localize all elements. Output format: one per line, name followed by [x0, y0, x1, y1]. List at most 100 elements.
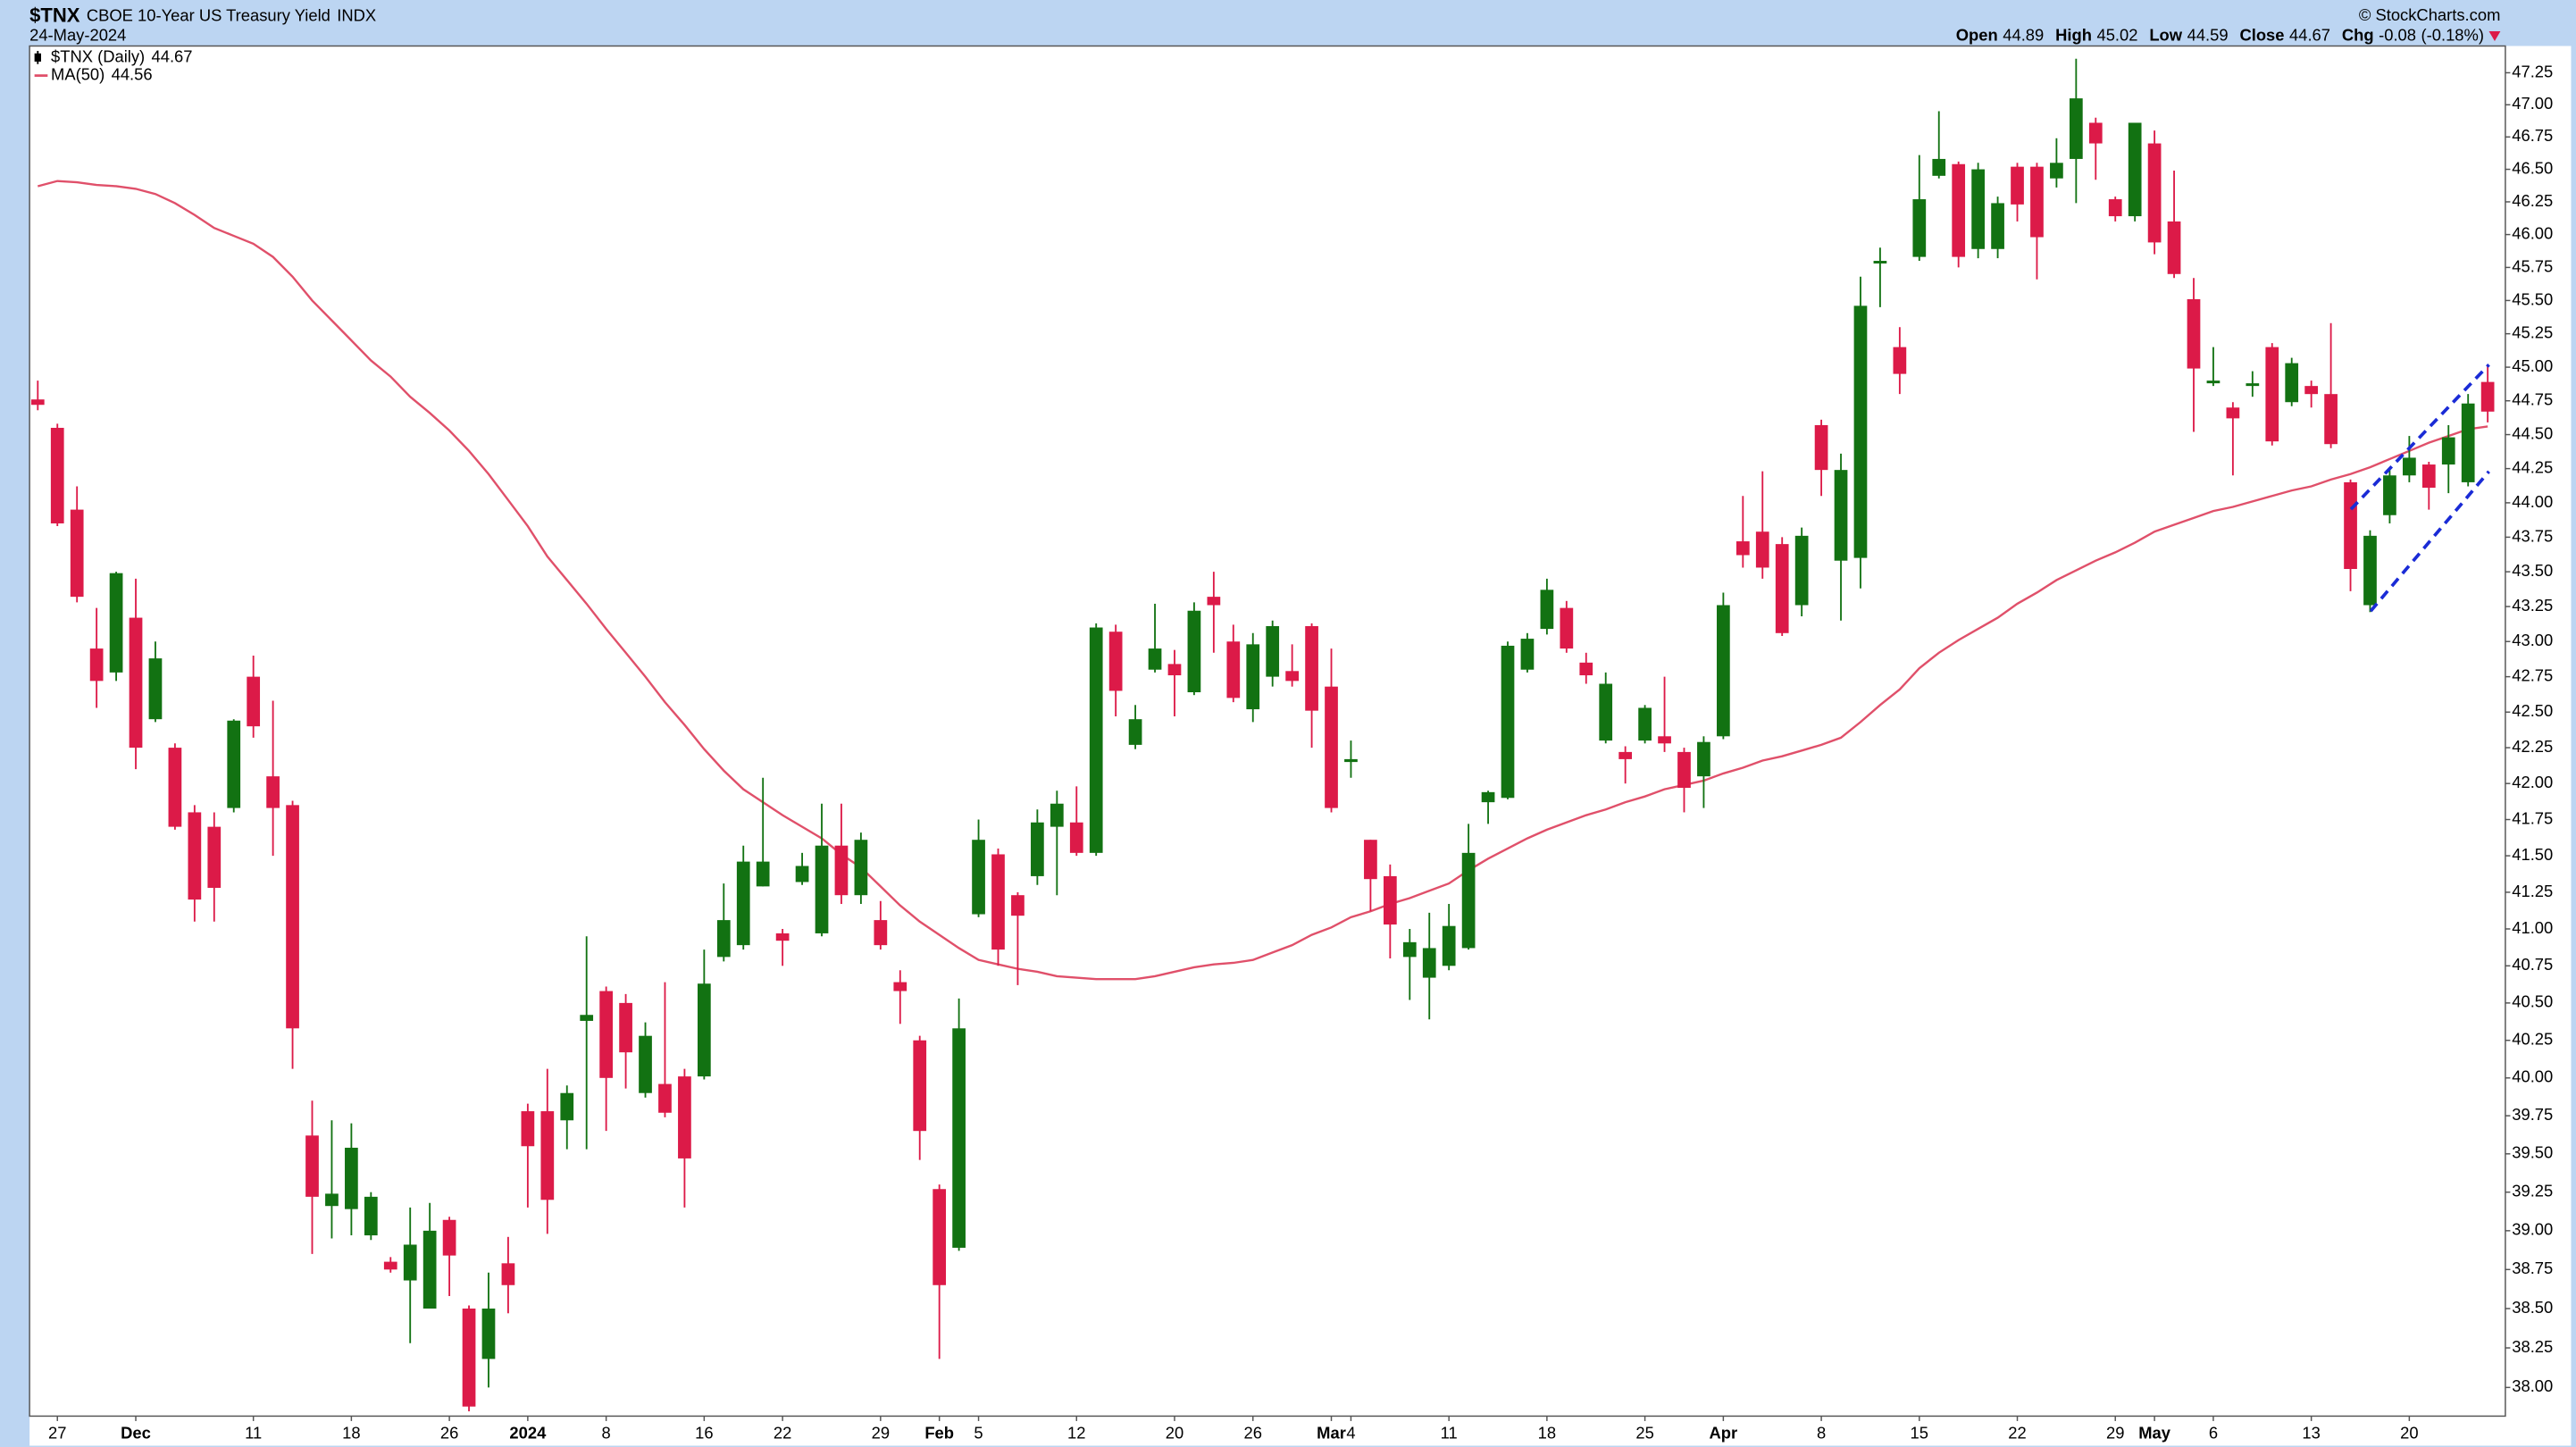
candle-body	[403, 1244, 417, 1281]
candle-body	[1755, 531, 1769, 568]
candle-body	[1697, 741, 1710, 777]
candle-body	[1735, 541, 1750, 556]
security-name: CBOE 10-Year US Treasury Yield	[87, 5, 330, 24]
x-tick-label: 2024	[509, 1424, 547, 1443]
candle-body	[1461, 852, 1476, 949]
y-tick-label: 44.00	[2512, 492, 2553, 511]
y-tick-label: 45.00	[2512, 356, 2553, 375]
x-tick-label: 27	[48, 1424, 66, 1443]
candle-body	[1912, 199, 1927, 257]
header-title: $TNX CBOE 10-Year US Treasury Yield INDX	[29, 4, 376, 26]
candle-body	[1207, 597, 1221, 606]
candle-body	[716, 920, 731, 958]
x-tick-label: Apr	[1710, 1424, 1738, 1443]
y-tick-label: 39.50	[2512, 1143, 2553, 1162]
candle-body	[1246, 644, 1260, 710]
y-tick-label: 42.00	[2512, 773, 2553, 791]
legend-entry: MA(50) 44.56	[51, 64, 153, 83]
candle-body	[89, 648, 104, 682]
x-tick-label: 20	[1166, 1424, 1183, 1443]
candle-body	[1834, 470, 1848, 561]
ma-line	[37, 180, 2488, 981]
candle-body	[1579, 662, 1593, 676]
y-tick-label: 46.75	[2512, 126, 2553, 145]
candle-body	[2324, 394, 2338, 445]
candle-body	[1344, 758, 1358, 763]
candle-body	[658, 1083, 672, 1113]
candle-body	[188, 812, 202, 900]
candle-body	[678, 1076, 691, 1158]
candle-body	[462, 1309, 476, 1407]
x-tick-label: Mar	[1317, 1424, 1346, 1443]
candle-body	[2265, 347, 2279, 442]
candle-body	[1285, 671, 1299, 682]
y-tick-label: 44.75	[2512, 390, 2553, 409]
y-tick-label: 41.25	[2512, 882, 2553, 900]
candle-body	[442, 1219, 456, 1256]
y-tick-label: 39.75	[2512, 1105, 2553, 1124]
y-tick-label: 38.25	[2512, 1337, 2553, 1356]
candle-body	[383, 1261, 397, 1270]
y-tick-label: 40.00	[2512, 1067, 2553, 1086]
candle-body	[1011, 895, 1025, 916]
y-tick-label: 45.25	[2512, 323, 2553, 342]
candle-body	[129, 617, 143, 749]
legend-icon-body	[34, 53, 41, 62]
y-tick-label: 47.25	[2512, 62, 2553, 80]
candle-body	[1873, 261, 1887, 263]
legend-entry: $TNX (Daily) 44.67	[51, 46, 192, 65]
candle-body	[1971, 169, 1985, 249]
candle-body	[2147, 143, 2162, 243]
quote-value: 44.67	[2289, 25, 2330, 44]
candle-body	[599, 991, 613, 1078]
candle-body	[2363, 535, 2377, 606]
candle-body	[1089, 627, 1103, 853]
y-tick-label: 43.00	[2512, 631, 2553, 649]
y-tick-label: 44.50	[2512, 423, 2553, 442]
chart-date: 24-May-2024	[29, 25, 126, 44]
candle-body	[2246, 383, 2260, 387]
candle-body	[639, 1035, 652, 1093]
candle-body	[2403, 457, 2416, 476]
quote-label: Open	[1956, 25, 1998, 44]
y-tick-label: 42.75	[2512, 665, 2553, 684]
quote-note: (-0.18%)	[2421, 25, 2484, 44]
legend-name: $TNX (Daily)	[51, 46, 145, 65]
x-tick-label: 8	[1817, 1424, 1826, 1443]
y-tick-label: 43.50	[2512, 561, 2553, 580]
candle-body	[364, 1196, 378, 1236]
candle-body	[1050, 803, 1064, 827]
candle-body	[1226, 641, 1241, 698]
x-tick-label: 11	[1441, 1424, 1458, 1443]
candle-body	[148, 658, 163, 720]
candle-body	[2226, 407, 2240, 419]
plot	[30, 58, 2495, 1412]
y-tick-label: 40.50	[2512, 992, 2553, 1011]
x-tick-label: 25	[1635, 1424, 1653, 1443]
candle-body	[1775, 544, 1789, 633]
candle-body	[2304, 386, 2319, 395]
x-tick-label: 13	[2302, 1424, 2320, 1443]
exchange: INDX	[337, 5, 376, 24]
legend: $TNX (Daily) 44.67 MA(50) 44.56	[34, 46, 193, 83]
candle-body	[913, 1040, 927, 1132]
candle-body	[560, 1092, 574, 1121]
y-tick-label: 44.25	[2512, 457, 2553, 476]
candle-body	[1794, 535, 1809, 606]
candle-body	[2050, 163, 2063, 179]
x-tick-label: 18	[1538, 1424, 1556, 1443]
y-tick-label: 38.50	[2512, 1298, 2553, 1317]
candle-body	[1325, 686, 1338, 808]
quote-line: Open 44.89 High 45.02 Low 44.59 Close 44.67 Chg -…	[1956, 25, 2484, 44]
x-tick-label: 11	[245, 1424, 262, 1443]
credit: © StockCharts.com	[2359, 5, 2501, 24]
x-tick-label: 6	[2209, 1424, 2218, 1443]
candle-body	[325, 1193, 339, 1207]
candle-body	[874, 920, 888, 946]
candle-body	[1638, 707, 1652, 741]
y-tick-label: 47.00	[2512, 94, 2553, 113]
candle-body	[168, 748, 182, 827]
down-arrow	[2488, 30, 2501, 41]
